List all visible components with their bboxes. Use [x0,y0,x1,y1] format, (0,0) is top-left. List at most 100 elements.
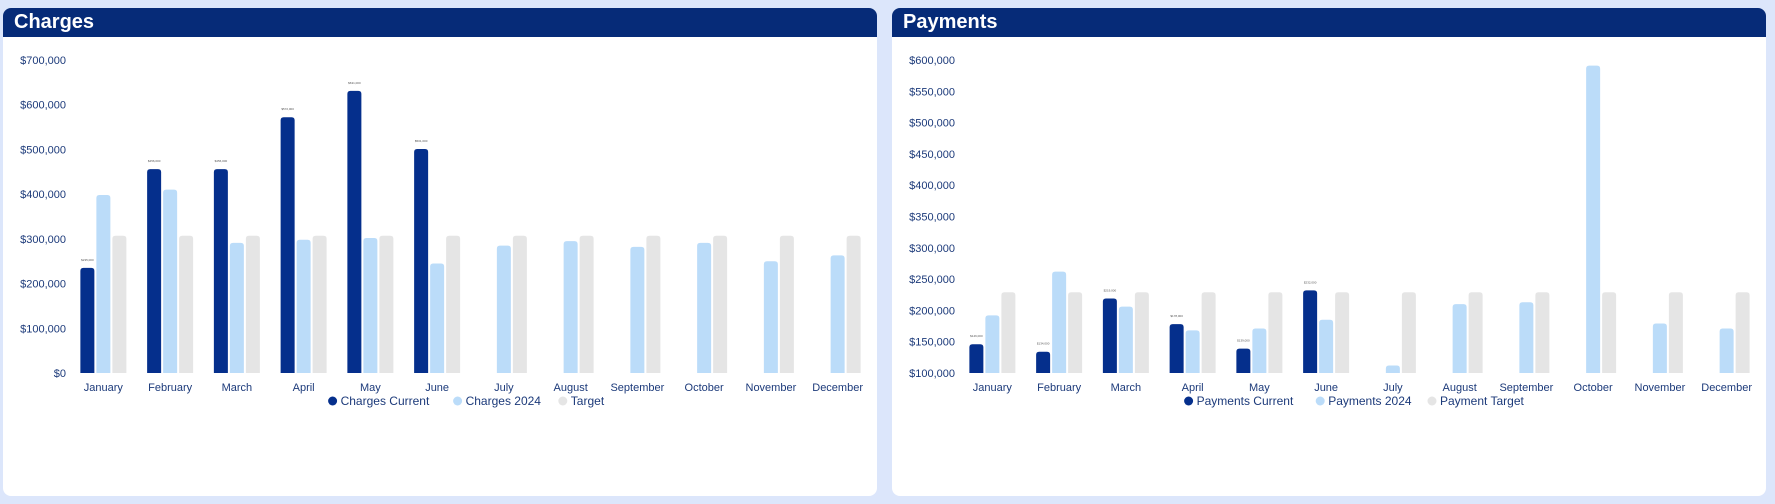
data-label: $631,000 [348,81,361,85]
bar-charges-2024-november[interactable] [763,261,778,373]
y-tick-label: $600,000 [909,55,955,67]
bar-payments-current-march[interactable] [1102,298,1117,373]
data-label: $572,000 [281,107,294,111]
bar-target-july[interactable] [512,235,527,373]
bar-charges-2024-april[interactable] [296,239,311,373]
legend-label[interactable]: Payments 2024 [1328,394,1412,408]
bar-target-may[interactable] [379,235,394,373]
bar-payment-target-september[interactable] [1535,292,1550,373]
legend-label[interactable]: Target [571,394,605,408]
x-category-label: March [1111,382,1142,394]
bar-charges-current-january[interactable] [80,267,95,373]
y-tick-label: $500,000 [909,118,955,130]
bar-payment-target-february[interactable] [1068,292,1083,373]
bar-payment-target-april[interactable] [1201,292,1216,373]
data-label: $456,000 [215,159,228,163]
bar-payments-2024-august[interactable] [1452,304,1467,373]
y-tick-label: $600,000 [20,100,66,112]
data-label: $134,000 [1037,342,1050,346]
x-category-label: April [1182,382,1204,394]
y-tick-label: $550,000 [909,86,955,98]
x-category-label: November [1635,382,1686,394]
bar-payments-2024-july[interactable] [1385,365,1400,373]
bar-target-august[interactable] [579,235,594,373]
x-category-label: February [1037,382,1082,394]
legend-label[interactable]: Payment Target [1440,394,1524,408]
data-label: $501,000 [415,139,428,143]
bar-target-september[interactable] [646,235,661,373]
bar-payment-target-june[interactable] [1335,292,1350,373]
bar-payments-current-june[interactable] [1303,290,1318,373]
bar-target-january[interactable] [112,235,127,373]
bar-payments-2024-march[interactable] [1118,306,1133,373]
bar-charges-2024-march[interactable] [229,242,244,373]
bar-payment-target-july[interactable] [1401,292,1416,373]
bar-target-november[interactable] [779,235,794,373]
bar-target-april[interactable] [312,235,327,373]
bar-charges-current-may[interactable] [347,90,362,374]
bar-payment-target-october[interactable] [1602,292,1617,373]
y-tick-label: $500,000 [20,144,66,156]
bar-target-october[interactable] [713,235,728,373]
bar-payments-2024-october[interactable] [1586,65,1601,373]
bar-payments-2024-june[interactable] [1319,319,1334,373]
x-category-label: July [494,382,514,394]
bar-payment-target-march[interactable] [1134,292,1149,373]
bar-charges-2024-september[interactable] [630,246,645,373]
x-category-label: September [610,382,664,394]
y-tick-label: $400,000 [909,180,955,192]
bar-payments-2024-december[interactable] [1719,328,1734,373]
x-category-label: March [222,382,253,394]
bar-payments-2024-april[interactable] [1185,330,1200,373]
bar-charges-2024-july[interactable] [496,245,511,373]
legend-label[interactable]: Payments Current [1197,394,1294,408]
bar-charges-current-april[interactable] [280,117,295,373]
bar-payment-target-november[interactable] [1668,292,1683,373]
payments-panel-title: Payments [892,8,1766,37]
bar-payments-current-april[interactable] [1169,324,1184,373]
bar-payments-2024-september[interactable] [1519,302,1534,373]
bar-charges-current-june[interactable] [414,148,429,373]
y-tick-label: $200,000 [909,305,955,317]
x-category-label: May [1249,382,1270,394]
bar-payments-current-january[interactable] [969,344,984,373]
data-label: $235,000 [81,258,94,262]
bar-charges-2024-december[interactable] [830,255,845,373]
y-tick-label: $400,000 [20,189,66,201]
x-category-label: February [148,382,193,394]
bar-target-march[interactable] [245,235,260,373]
bar-charges-2024-may[interactable] [363,237,378,373]
bar-charges-2024-october[interactable] [697,242,712,373]
bar-charges-current-march[interactable] [213,169,228,373]
bar-target-february[interactable] [179,235,194,373]
bar-target-june[interactable] [446,235,461,373]
x-category-label: May [360,382,381,394]
bar-payments-2024-november[interactable] [1652,323,1667,373]
bar-payment-target-may[interactable] [1268,292,1283,373]
bar-charges-2024-february[interactable] [163,189,178,373]
bar-payments-current-may[interactable] [1236,348,1251,373]
bar-charges-2024-january[interactable] [96,195,111,373]
bar-target-december[interactable] [846,235,861,373]
payments-panel: Payments $100,000 $150,000 $200,000 $250,00… [892,8,1766,496]
bar-payments-2024-january[interactable] [985,315,1000,373]
data-label: $178,000 [1170,314,1183,318]
y-tick-label: $350,000 [909,212,955,224]
bar-payment-target-january[interactable] [1001,292,1016,373]
charges-panel-title: Charges [3,8,877,37]
y-tick-label: $150,000 [909,337,955,349]
y-tick-label: $300,000 [20,234,66,246]
bar-payment-target-august[interactable] [1468,292,1483,373]
bar-payment-target-december[interactable] [1735,292,1750,373]
bar-payments-2024-february[interactable] [1052,271,1067,373]
bar-payments-current-february[interactable] [1036,351,1051,373]
legend-label[interactable]: Charges 2024 [466,394,542,408]
legend-label[interactable]: Charges Current [341,394,430,408]
legend-swatch [1315,396,1325,406]
data-label: $139,000 [1237,339,1250,343]
bar-charges-current-february[interactable] [147,169,162,373]
y-tick-label: $250,000 [909,274,955,286]
bar-charges-2024-august[interactable] [563,241,578,373]
bar-payments-2024-may[interactable] [1252,328,1267,373]
bar-charges-2024-june[interactable] [430,263,445,373]
